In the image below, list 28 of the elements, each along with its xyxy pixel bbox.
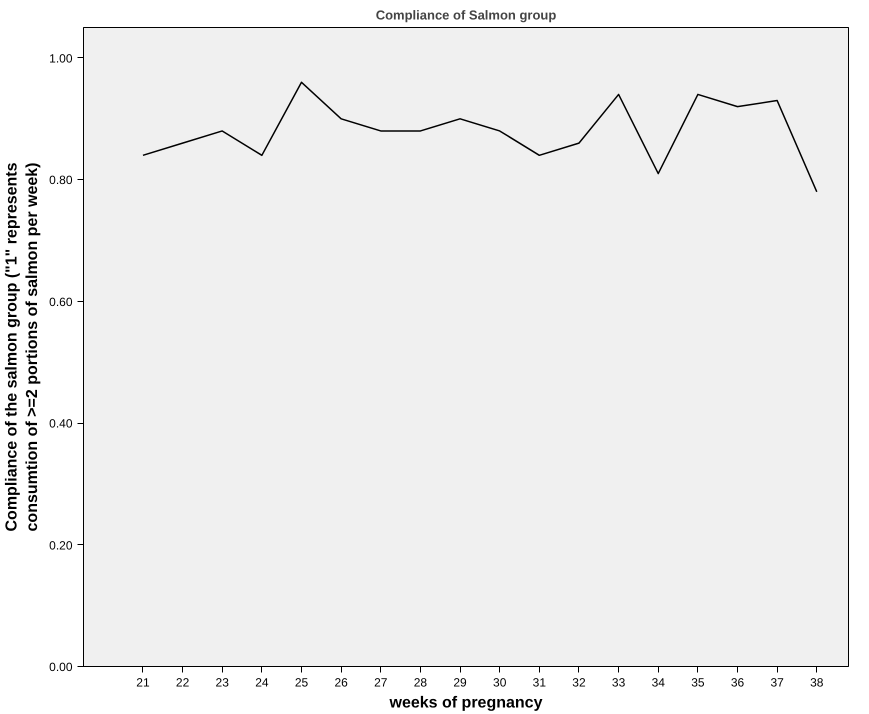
x-tick-label: 34 xyxy=(652,676,666,690)
x-tick-label: 36 xyxy=(730,676,745,690)
chart-title: Compliance of Salmon group xyxy=(376,8,556,22)
x-tick-label: 28 xyxy=(414,676,428,690)
y-tick-label: 1.00 xyxy=(49,51,73,66)
x-tick-label: 32 xyxy=(572,676,586,690)
y-tick-label: 0.40 xyxy=(49,416,73,431)
x-tick-label: 22 xyxy=(176,676,190,690)
x-tick-label: 37 xyxy=(770,676,784,690)
x-tick-label: 29 xyxy=(453,676,468,690)
x-tick-label: 38 xyxy=(810,676,824,690)
x-tick-label: 23 xyxy=(216,676,230,690)
y-tick-label: 0.80 xyxy=(49,173,73,188)
x-tick-label: 24 xyxy=(255,676,269,690)
x-tick-label: 35 xyxy=(691,676,705,690)
y-tick-label: 0.20 xyxy=(49,538,73,552)
x-axis-title: weeks of pregnancy xyxy=(388,694,543,712)
x-tick-label: 33 xyxy=(612,676,626,690)
x-tick-label: 26 xyxy=(334,676,348,690)
x-tick-label: 30 xyxy=(493,676,507,690)
x-tick-label: 21 xyxy=(136,676,150,690)
y-axis-title: Compliance of the salmon group ("1" represents consumtion of >=2 portions of salmon per week) xyxy=(4,162,42,532)
x-tick-label: 25 xyxy=(294,676,309,690)
y-tick-label: 0.60 xyxy=(49,294,73,309)
x-tick-label: 27 xyxy=(374,676,388,690)
x-tick-label: 31 xyxy=(532,676,546,690)
line-series xyxy=(142,82,818,193)
y-tick-label: 0.00 xyxy=(49,660,73,674)
